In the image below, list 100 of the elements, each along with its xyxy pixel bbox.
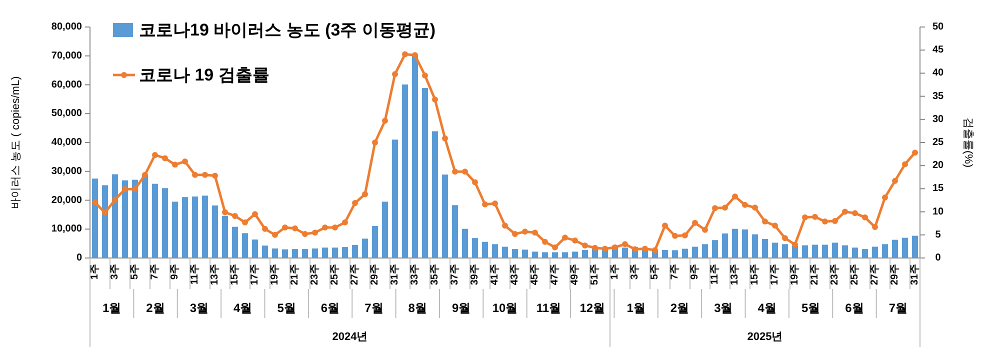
text: 1월 xyxy=(102,301,122,315)
x-tick-label: 5주 xyxy=(130,264,140,280)
text: 5월 xyxy=(801,301,820,315)
bar xyxy=(92,178,98,258)
bar xyxy=(492,244,498,258)
x-tick-label: 15주 xyxy=(750,264,760,286)
x-tick-label: 13주 xyxy=(210,264,220,286)
x-tick-label: 19주 xyxy=(270,264,280,286)
x-tick-label: 27주 xyxy=(350,264,360,286)
bar xyxy=(812,244,818,258)
text: 5월 xyxy=(277,301,296,315)
x-tick-label: 7주 xyxy=(670,264,680,280)
x-tick-label: 9주 xyxy=(170,264,180,280)
x-tick-label: 19주 xyxy=(790,264,800,286)
bar xyxy=(552,252,558,258)
bar xyxy=(202,196,208,258)
legend-label: 코로나19 바이러스 농도 (3주 이동평균) xyxy=(139,20,436,40)
y-tick-label: 10,000 xyxy=(51,224,82,235)
x-tick-label: 25주 xyxy=(850,264,860,286)
bar xyxy=(572,252,578,258)
bar xyxy=(132,180,138,258)
bar xyxy=(382,202,388,258)
bar xyxy=(262,246,268,258)
x-tick-label: 45주 xyxy=(530,264,540,286)
y2-tick-label: 35 xyxy=(932,90,944,102)
text: 11월 xyxy=(536,301,562,315)
bar xyxy=(162,188,168,258)
text: 2월 xyxy=(146,301,165,315)
bar xyxy=(802,245,808,258)
y-tick-label: 30,000 xyxy=(51,166,82,177)
bar xyxy=(332,248,338,258)
x-tick-label: 39주 xyxy=(470,264,480,286)
bar xyxy=(662,250,668,258)
bar xyxy=(852,248,858,258)
bar xyxy=(372,226,378,258)
bar xyxy=(752,234,758,258)
bar xyxy=(502,246,508,258)
text: 2024년 xyxy=(332,331,368,343)
bar xyxy=(342,247,348,258)
x-tick-label: 1주 xyxy=(90,264,100,280)
bar xyxy=(882,244,888,258)
x-tick-label: 29주 xyxy=(370,264,380,286)
bar xyxy=(212,205,218,258)
bar xyxy=(272,248,278,258)
x-tick-label: 31주 xyxy=(390,264,400,286)
bar xyxy=(732,228,738,258)
bar xyxy=(522,250,528,258)
y2-tick-label: 5 xyxy=(935,229,942,240)
bar xyxy=(172,202,178,258)
bar xyxy=(512,249,518,258)
bar xyxy=(712,240,718,258)
y2-axis-title: 검출률(%) xyxy=(962,117,974,168)
y2-tick-label: 20 xyxy=(932,160,944,172)
y-tick-label: 70,000 xyxy=(51,50,82,62)
bar xyxy=(452,205,458,258)
x-tick-label: 3주 xyxy=(630,264,640,280)
bar xyxy=(702,244,708,258)
y2-tick-label: 40 xyxy=(932,68,944,79)
bar xyxy=(912,236,918,258)
x-tick-label: 17주 xyxy=(250,264,260,286)
x-tick-label: 21주 xyxy=(810,264,820,286)
bar xyxy=(532,252,538,258)
y2-tick-label: 15 xyxy=(932,183,944,194)
bar xyxy=(282,249,288,258)
bar xyxy=(762,238,768,258)
y-tick-label: 40,000 xyxy=(51,137,82,148)
y2-tick-label: 30 xyxy=(932,114,944,125)
text: 2월 xyxy=(670,301,690,315)
x-tick-label: 17주 xyxy=(770,264,780,286)
bar xyxy=(152,184,158,258)
x-tick-label: 21주 xyxy=(290,264,300,286)
bar xyxy=(232,226,238,258)
bar xyxy=(112,174,118,258)
bar xyxy=(672,250,678,258)
bar xyxy=(902,238,908,258)
x-tick-label: 35주 xyxy=(430,264,440,286)
x-tick-label: 43주 xyxy=(510,264,520,286)
x-tick-label: 7주 xyxy=(150,264,160,280)
x-tick-label: 49주 xyxy=(570,264,580,286)
bar xyxy=(422,88,428,258)
x-tick-label: 3주 xyxy=(110,264,120,280)
y-tick-label: 0 xyxy=(76,252,82,264)
bar xyxy=(102,185,108,258)
bar xyxy=(862,249,868,258)
bar xyxy=(362,238,368,258)
x-tick-label: 11주 xyxy=(190,264,200,285)
text: 1월 xyxy=(626,301,646,315)
bar xyxy=(462,228,468,258)
x-tick-label: 25주 xyxy=(330,264,340,286)
y-tick-label: 80,000 xyxy=(51,22,82,32)
bar xyxy=(392,140,398,258)
bar xyxy=(542,252,548,258)
text: 3월 xyxy=(190,301,209,315)
text: 10월 xyxy=(492,301,518,315)
bar xyxy=(192,196,198,258)
bar xyxy=(432,131,438,258)
bar xyxy=(562,252,568,258)
x-tick-label: 51주 xyxy=(590,264,600,286)
bar xyxy=(832,242,838,258)
text: 8월 xyxy=(408,301,427,315)
